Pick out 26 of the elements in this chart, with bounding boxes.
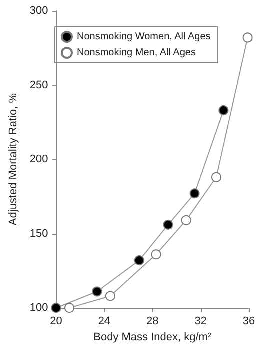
point [181, 215, 192, 226]
y-axis-title: Adjusted Mortality Ratio, % [8, 93, 20, 226]
x-tick-label: 20 [50, 316, 62, 328]
point [218, 106, 229, 116]
point [242, 32, 253, 43]
x-axis-title: Body Mass Index, kg/m² [94, 332, 212, 344]
point [163, 220, 174, 230]
legend-label: Nonsmoking Men, All Ages [77, 48, 196, 58]
legend-label: Nonsmoking Women, All Ages [77, 32, 211, 42]
point [211, 172, 222, 182]
x-tick-label: 36 [242, 316, 256, 328]
point [105, 291, 116, 302]
point [134, 256, 144, 266]
x-tick-label: 32 [194, 316, 207, 328]
y-tick-label: 150 [30, 228, 48, 240]
y-tick-label: 250 [30, 79, 48, 92]
y-tick-label: 300 [30, 5, 48, 17]
point [64, 303, 75, 314]
point [190, 188, 200, 199]
point [51, 303, 62, 314]
x-tick-label: 24 [98, 316, 111, 328]
point [92, 286, 102, 297]
y-tick-label: 100 [30, 302, 48, 314]
y-tick-label: 200 [30, 154, 48, 166]
x-tick-label: 28 [146, 316, 159, 328]
point [151, 250, 162, 260]
